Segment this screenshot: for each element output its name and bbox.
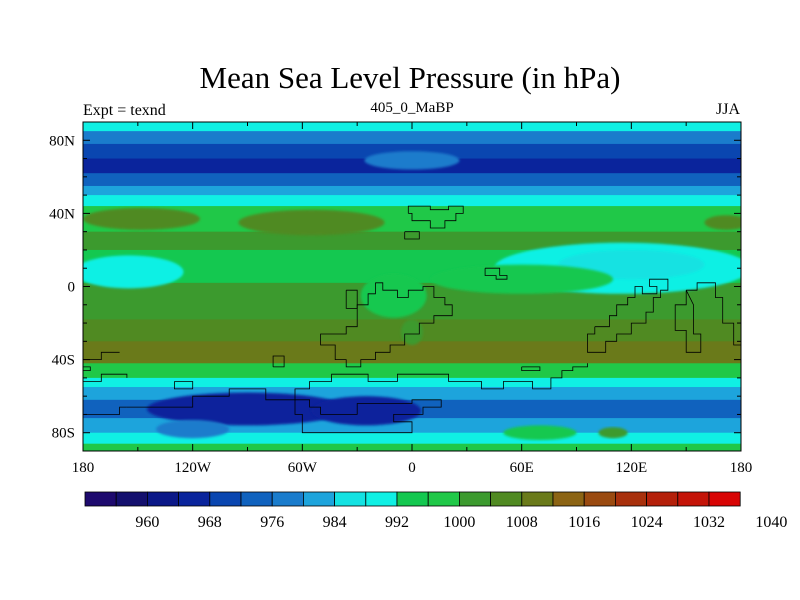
colorbar-swatch	[677, 491, 710, 507]
pressure-feature	[83, 255, 184, 289]
coastline	[83, 366, 91, 372]
pressure-feature	[401, 319, 423, 345]
pressure-feature	[704, 215, 741, 230]
colorbar-label: 1016	[568, 514, 600, 531]
colorbar-label: 1008	[506, 514, 538, 531]
pressure-feature	[311, 396, 422, 426]
x-tick-label: 120W	[174, 460, 212, 476]
pressure-feature	[83, 207, 200, 230]
x-tick-label: 60E	[510, 460, 534, 476]
pressure-band	[83, 432, 741, 445]
x-tick-label: 0	[408, 460, 416, 476]
x-tick-label: 180	[730, 460, 753, 476]
coastline	[484, 267, 508, 280]
y-tick-label: 0	[68, 280, 76, 296]
colorbar-swatch	[521, 491, 554, 507]
colorbar-swatch	[490, 491, 523, 507]
colorbar-label: 968	[198, 514, 222, 531]
pressure-feature	[238, 209, 385, 236]
y-tick-label: 40S	[52, 353, 75, 369]
pressure-band	[83, 363, 741, 379]
coastline	[272, 355, 285, 368]
colorbar-swatch	[708, 491, 741, 507]
colorbar: 960 968 976 984 992 1000 1008 1016 1024 1032 1040	[84, 491, 787, 531]
coastline	[83, 351, 120, 361]
coastline-layer	[83, 205, 741, 434]
colorbar-swatch	[334, 491, 367, 507]
pressure-feature	[156, 419, 230, 439]
y-tick-label: 80N	[49, 133, 75, 149]
coastline	[173, 381, 194, 390]
experiment-label: Expt = texnd	[83, 102, 166, 119]
coastline	[320, 282, 453, 368]
pressure-band	[83, 195, 741, 207]
coastline	[345, 289, 358, 309]
colorbar-swatch	[302, 491, 335, 507]
pressure-band	[83, 341, 741, 364]
colorbar-label: 976	[260, 514, 284, 531]
pressure-feature	[360, 273, 427, 318]
colorbar-label: 1024	[631, 514, 663, 531]
coastline	[404, 231, 420, 240]
coastline	[407, 205, 464, 229]
pressure-band	[83, 185, 741, 196]
colorbar-swatch	[271, 491, 304, 507]
colorbar-label: 1032	[693, 514, 725, 531]
colorbar-label: 1000	[443, 514, 475, 531]
coastline	[674, 290, 702, 353]
coastline	[587, 278, 669, 353]
colorbar-swatch	[646, 491, 679, 507]
y-tick-label: 80S	[52, 426, 75, 442]
colorbar-swatch	[178, 491, 211, 507]
x-tick-label: 120E	[615, 460, 647, 476]
colorbar-swatch	[427, 491, 460, 507]
y-tick-label: 40N	[49, 206, 75, 222]
pressure-feature	[364, 151, 460, 170]
pressure-band	[83, 377, 741, 388]
colorbar-swatch	[396, 491, 429, 507]
chart-title: Mean Sea Level Pressure (in hPa)	[199, 60, 621, 95]
x-tick-label: 180	[72, 460, 95, 476]
pressure-band	[83, 131, 741, 145]
colorbar-swatch	[552, 491, 585, 507]
coastline	[126, 363, 588, 408]
colorbar-swatch	[583, 491, 616, 507]
pressure-feature	[430, 264, 614, 294]
colorbar-label: 992	[385, 514, 409, 531]
colorbar-swatch	[146, 491, 179, 507]
season-label: JJA	[715, 101, 740, 118]
pressure-feature	[503, 425, 577, 441]
period-label: 405_0_MaBP	[370, 100, 454, 116]
pressure-field	[83, 122, 741, 451]
colorbar-label: 984	[323, 514, 347, 531]
pressure-feature	[598, 427, 628, 439]
coastline	[83, 406, 127, 415]
colorbar-swatch	[240, 491, 273, 507]
pressure-band	[83, 173, 741, 187]
colorbar-swatch	[115, 491, 148, 507]
colorbar-swatch	[209, 491, 242, 507]
coastline	[686, 282, 741, 346]
colorbar-label: 960	[135, 514, 159, 531]
coastline	[294, 399, 442, 434]
coastline	[521, 366, 541, 372]
colorbar-swatch	[615, 491, 648, 507]
coastline	[83, 373, 128, 382]
colorbar-swatch	[365, 491, 398, 507]
colorbar-swatch	[84, 491, 117, 507]
axes: 180 120W 60W 0 60E 120E 180 80N 40N 0 40S 80S	[49, 122, 752, 476]
x-tick-label: 60W	[288, 460, 318, 476]
colorbar-swatch	[458, 491, 491, 507]
colorbar-label: 1040	[755, 514, 787, 531]
pressure-feature	[146, 392, 349, 426]
